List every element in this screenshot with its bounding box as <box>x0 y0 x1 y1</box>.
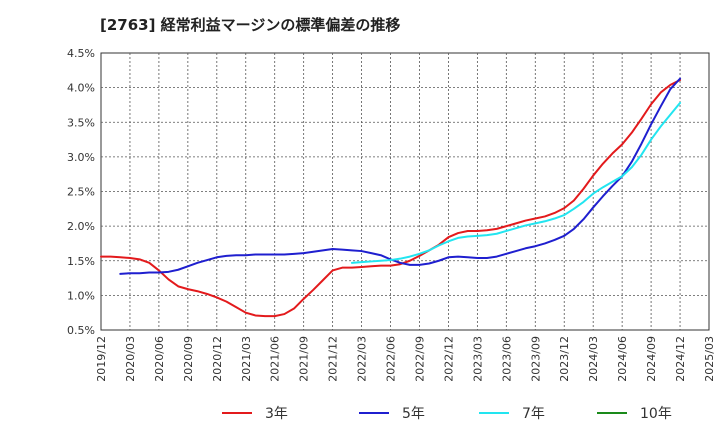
x-tick-label: 2020/03 <box>124 336 137 382</box>
x-tick-label: 2021/03 <box>240 336 253 382</box>
y-tick-label: 3.0% <box>67 151 95 164</box>
x-tick-label: 2023/09 <box>529 336 542 382</box>
y-tick-label: 4.0% <box>67 82 95 95</box>
x-tick-label: 2025/03 <box>703 336 716 382</box>
x-tick-label: 2024/06 <box>616 336 629 382</box>
x-tick-label: 2020/12 <box>211 336 224 382</box>
x-tick-label: 2022/03 <box>356 336 369 382</box>
series-line <box>100 79 682 318</box>
x-tick-label: 2022/06 <box>385 336 398 382</box>
x-tick-label: 2019/12 <box>95 336 108 382</box>
x-tick-label: 2023/06 <box>500 336 513 382</box>
x-tick-label: 2021/06 <box>269 336 282 382</box>
y-tick-label: 2.5% <box>67 186 95 199</box>
x-tick-label: 2024/09 <box>645 336 658 382</box>
x-tick-label: 2020/09 <box>182 336 195 382</box>
series-lines <box>100 77 682 318</box>
legend-label: 7年 <box>522 406 545 422</box>
y-tick-label: 4.5% <box>67 47 95 60</box>
legend: 3年 5年 7年 10年 <box>222 406 672 422</box>
legend-label: 3年 <box>265 406 288 422</box>
x-tick-label: 2022/09 <box>413 336 426 382</box>
y-tick-label: 0.5% <box>67 324 95 337</box>
y-axis-ticks: 0.5% 1.0% 1.5% 2.0% 2.5% 3.0% 3.5% 4.0% 4.5% <box>67 47 95 337</box>
y-tick-label: 1.0% <box>67 289 95 302</box>
legend-label: 5年 <box>402 406 425 422</box>
series-line <box>119 77 682 275</box>
y-tick-label: 1.5% <box>67 255 95 268</box>
x-tick-label: 2024/12 <box>674 336 687 382</box>
y-tick-label: 2.0% <box>67 220 95 233</box>
x-tick-label: 2022/12 <box>442 336 455 382</box>
x-tick-label: 2021/12 <box>327 336 340 382</box>
x-axis-ticks: 2019/12 2020/03 2020/06 2020/09 2020/12 2021/… <box>95 336 716 382</box>
x-tick-label: 2024/03 <box>587 336 600 382</box>
legend-label: 10年 <box>640 406 672 422</box>
chart-title: [2763] 経常利益マージンの標準偏差の推移 <box>100 16 401 34</box>
grid-lines <box>101 53 709 330</box>
y-tick-label: 3.5% <box>67 116 95 129</box>
x-tick-label: 2020/06 <box>153 336 166 382</box>
x-tick-label: 2023/03 <box>471 336 484 382</box>
x-tick-label: 2021/09 <box>298 336 311 382</box>
x-tick-label: 2023/12 <box>558 336 571 382</box>
series-line <box>350 101 682 264</box>
